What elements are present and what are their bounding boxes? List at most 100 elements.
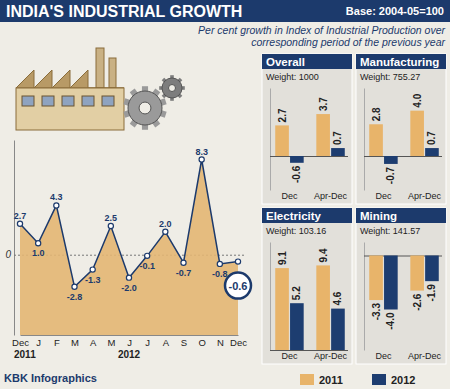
panel-background	[262, 54, 352, 204]
bar	[290, 303, 304, 350]
plot-area	[369, 256, 439, 310]
x-tick: Dec	[12, 337, 29, 348]
y-axis-line	[364, 89, 365, 191]
marker	[36, 241, 41, 246]
factory-building	[16, 88, 124, 130]
data-label: -0.6	[291, 165, 302, 183]
subtitle-line: Per cent growth in Index of Industrial P…	[198, 24, 445, 36]
data-label: -2.0	[121, 283, 137, 293]
x-tick: A	[90, 337, 97, 348]
line	[20, 160, 238, 287]
data-label: -0.8	[212, 269, 228, 279]
data-label: -4.0	[385, 312, 396, 330]
x-tick: N	[217, 337, 224, 348]
x-tick: J	[36, 337, 41, 348]
x-tick-label: Dec	[281, 351, 298, 361]
x-tick-label: Apr-Dec	[314, 351, 348, 361]
y-axis-line	[364, 243, 365, 351]
data-label: -0.6	[229, 280, 248, 292]
data-label: 8.3	[195, 147, 208, 157]
x-axis: DecApr-Dec	[375, 351, 441, 361]
panel-header	[262, 208, 352, 223]
x-tick-label: Dec	[375, 191, 392, 201]
bar	[369, 256, 383, 301]
y-tick	[270, 156, 348, 157]
bar	[425, 148, 439, 156]
data-label: 4.3	[50, 192, 63, 202]
y-tick	[364, 156, 442, 157]
data-label: 9.1	[277, 251, 288, 265]
x-tick-label: Dec	[281, 191, 298, 201]
x-axis: DecApr-Dec	[375, 191, 441, 201]
x-tick-label: S	[181, 337, 187, 348]
x-tick-label: M	[71, 337, 79, 348]
panel-title: Manufacturing	[360, 56, 439, 68]
marker	[54, 203, 59, 208]
infographic: INDIA'S INDUSTRIAL GROWTH Base: 2004-05=1…	[0, 0, 450, 389]
highlight-ring	[225, 273, 251, 299]
data-label: -0.1	[139, 261, 155, 271]
area	[20, 160, 238, 336]
panel-background	[356, 208, 446, 364]
year-label: 2011	[14, 349, 36, 360]
data-label: 2.7	[277, 108, 288, 122]
x-tick: J	[127, 337, 132, 348]
x-tick: Dec	[281, 191, 298, 201]
data-label: -3.3	[371, 303, 382, 321]
x-tick-label: Dec	[230, 337, 247, 348]
data-label: 3.7	[318, 97, 329, 111]
bar	[331, 148, 345, 156]
data-label: 0.7	[426, 131, 437, 145]
subtitle-line: corresponding period of the previous yea…	[251, 36, 445, 48]
subtitle: Per cent growth in Index of Industrial P…	[198, 24, 445, 48]
header-band	[0, 0, 450, 22]
legend-swatch	[300, 374, 314, 385]
x-tick-label: O	[198, 337, 205, 348]
plot-area	[275, 265, 345, 350]
x-axis: DecJFMAMJJASONDec	[12, 336, 247, 348]
factory-window	[22, 96, 34, 106]
data-label: -2.8	[67, 292, 83, 302]
y-axis	[270, 243, 348, 351]
x-tick: Dec	[230, 337, 247, 348]
marker	[181, 260, 186, 265]
plot-area	[17, 157, 240, 335]
data-label: 4.0	[412, 93, 423, 107]
data-labels: 2.71.04.3-2.8-1.32.5-2.0-0.12.0-0.78.3-0…	[14, 147, 251, 302]
panel-header	[356, 54, 446, 69]
marker	[163, 229, 168, 234]
x-tick: J	[145, 337, 150, 348]
gear-body	[162, 78, 182, 98]
factory-window	[82, 96, 94, 106]
title: INDIA'S INDUSTRIAL GROWTH	[6, 3, 242, 20]
marker	[17, 221, 22, 226]
y-axis	[364, 243, 442, 351]
gear-hub	[139, 102, 151, 114]
panel-title: Mining	[360, 210, 397, 222]
bar	[410, 111, 424, 156]
data-label: -0.7	[176, 268, 192, 278]
y-axis-line	[270, 89, 271, 191]
x-tick: Apr-Dec	[408, 351, 442, 361]
bar-panel: ElectricityWeight: 103.169.19.45.24.6Dec…	[262, 208, 352, 364]
panel-background	[356, 54, 446, 204]
bar	[275, 268, 289, 350]
panel-title: Overall	[266, 56, 305, 68]
gear	[123, 86, 166, 130]
data-labels: 2.73.7-0.60.7	[277, 97, 344, 183]
x-tick-label: J	[36, 337, 41, 348]
data-label: -2.6	[412, 293, 423, 311]
gear-hub	[169, 85, 176, 92]
data-label: 4.6	[332, 291, 343, 305]
data-labels: 2.84.0-0.70.7	[371, 93, 438, 184]
x-axis: Dec Apr-Dec	[281, 351, 347, 361]
base-note: Base: 2004-05=100	[346, 5, 444, 17]
y-axis-line	[14, 141, 15, 336]
chimney	[96, 48, 104, 88]
marker	[145, 253, 150, 258]
marker	[90, 267, 95, 272]
bar	[331, 309, 345, 350]
factory-window	[102, 96, 114, 106]
x-tick-label: F	[54, 337, 60, 348]
x-tick-label: J	[127, 337, 132, 348]
